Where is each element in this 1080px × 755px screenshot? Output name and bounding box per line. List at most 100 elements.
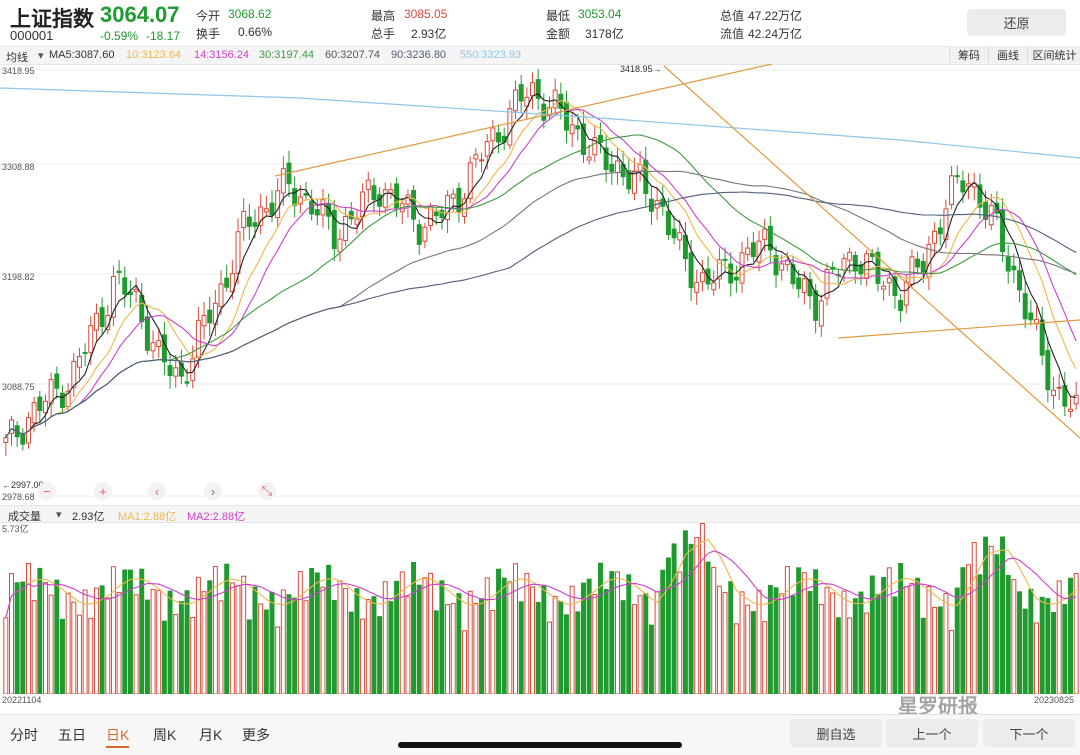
volume-select[interactable]: 成交量	[8, 511, 41, 523]
candle-body	[65, 390, 71, 407]
volume-bar	[847, 617, 853, 694]
chips-button[interactable]: 筹码	[949, 46, 988, 63]
ma5-value: MA5:3087.60	[49, 49, 115, 61]
zoom-in-button[interactable]: +	[94, 482, 112, 500]
volume-chart[interactable]	[0, 522, 1080, 694]
candle-body	[343, 215, 349, 241]
ma90-line	[5, 191, 1077, 438]
prev-button[interactable]: 上一个	[886, 719, 978, 747]
candle-body	[716, 259, 722, 280]
volume-bar	[286, 594, 292, 694]
volume-bar	[1073, 573, 1079, 694]
volume-bar	[26, 562, 31, 694]
index-name: 上证指数	[10, 8, 94, 31]
candle-body	[801, 278, 807, 294]
volume-bar	[852, 598, 858, 694]
tab-five-day[interactable]: 五日	[58, 727, 86, 743]
candle-body	[156, 340, 162, 348]
volume-bar	[960, 567, 966, 694]
candle-body	[932, 230, 938, 244]
volume-bar	[275, 626, 281, 694]
volume-bar	[580, 582, 586, 694]
volume-bar	[643, 593, 649, 694]
volume-bar	[875, 593, 881, 694]
candle-body	[422, 226, 428, 242]
chevron-down-icon[interactable]: ▾	[56, 509, 62, 521]
candle-body	[609, 163, 615, 172]
remove-watchlist-button[interactable]: 删自选	[790, 719, 882, 747]
candle-body	[507, 108, 513, 146]
scroll-left-button[interactable]: ‹	[148, 482, 166, 500]
volume-bar	[818, 604, 824, 694]
chevron-down-icon[interactable]: ▾	[38, 50, 44, 62]
volume-bar	[943, 592, 949, 694]
volume-bar	[552, 595, 558, 694]
candle-body	[733, 276, 739, 281]
volume-bar	[31, 600, 37, 694]
volume-bar	[597, 562, 603, 694]
volume-legend-bar: 成交量 ▾ 2.93亿 MA1:2.88亿 MA2:2.88亿	[0, 505, 1080, 523]
zoom-out-button[interactable]: −	[38, 482, 56, 500]
candle-body	[745, 247, 751, 256]
candle-body	[892, 276, 898, 297]
volume-bar	[433, 610, 439, 694]
tab-more[interactable]: 更多	[242, 727, 270, 743]
candle-body	[292, 188, 298, 206]
candle-body	[807, 279, 813, 297]
ma60-value: 60:3207.74	[325, 49, 381, 61]
volume-bar	[677, 571, 683, 694]
volume-bar	[694, 537, 700, 694]
tab-weekly-k[interactable]: 周K	[153, 727, 177, 743]
volume-bar	[790, 595, 796, 694]
kline-chart[interactable]	[0, 64, 1080, 504]
volume-bar	[841, 590, 847, 694]
candle-body	[637, 164, 643, 172]
candle-body	[3, 437, 9, 443]
candle-body	[841, 258, 847, 271]
volume-ma2-line	[5, 550, 1077, 618]
high-marker: 3418.95→	[620, 64, 662, 74]
tab-daily-k[interactable]: 日K	[106, 725, 130, 748]
collapse-icon[interactable]: ⤡	[258, 482, 276, 500]
candle-body	[869, 253, 875, 257]
candle-body	[569, 124, 575, 135]
candle-body	[773, 255, 779, 276]
volume-bar	[903, 586, 909, 694]
index-price: 3064.07	[100, 2, 180, 27]
volume-bar	[835, 617, 841, 694]
range-stats-button[interactable]: 区间统计	[1027, 46, 1080, 63]
candle-body	[739, 252, 745, 284]
draw-line-button[interactable]: 画线	[988, 46, 1027, 63]
open-label: 今开	[196, 9, 221, 23]
candle-body	[524, 96, 530, 107]
volume-bar	[190, 616, 196, 694]
volume-bar	[881, 577, 887, 694]
volume-bar	[1000, 536, 1006, 694]
ma-mode-select[interactable]: 均线	[6, 52, 28, 64]
next-button[interactable]: 下一个	[983, 719, 1075, 747]
volume-bar	[235, 585, 241, 694]
volume-bar	[241, 575, 247, 694]
candle-body	[909, 256, 915, 285]
trend-line-down	[663, 65, 1080, 439]
ma10-line	[5, 99, 1077, 438]
candle-body	[450, 193, 456, 199]
volume-bar	[614, 571, 620, 694]
volume-bar	[711, 566, 717, 694]
trend-line-upper	[274, 64, 773, 177]
volume-bar	[558, 601, 564, 694]
candle-body	[575, 125, 581, 130]
restore-button[interactable]: 还原	[967, 9, 1066, 36]
volume-bar	[59, 618, 65, 694]
scroll-right-button[interactable]: ›	[204, 482, 222, 500]
tab-monthly-k[interactable]: 月K	[199, 727, 223, 743]
volume-bar	[371, 596, 377, 694]
volume-bar	[218, 600, 224, 694]
candle-body	[416, 224, 422, 245]
candle-body	[784, 260, 790, 265]
tab-intraday[interactable]: 分时	[10, 727, 38, 743]
volume-bar	[320, 586, 326, 694]
volume-bar	[994, 554, 1000, 694]
volume-bar	[620, 600, 626, 694]
candle-body	[110, 276, 116, 318]
